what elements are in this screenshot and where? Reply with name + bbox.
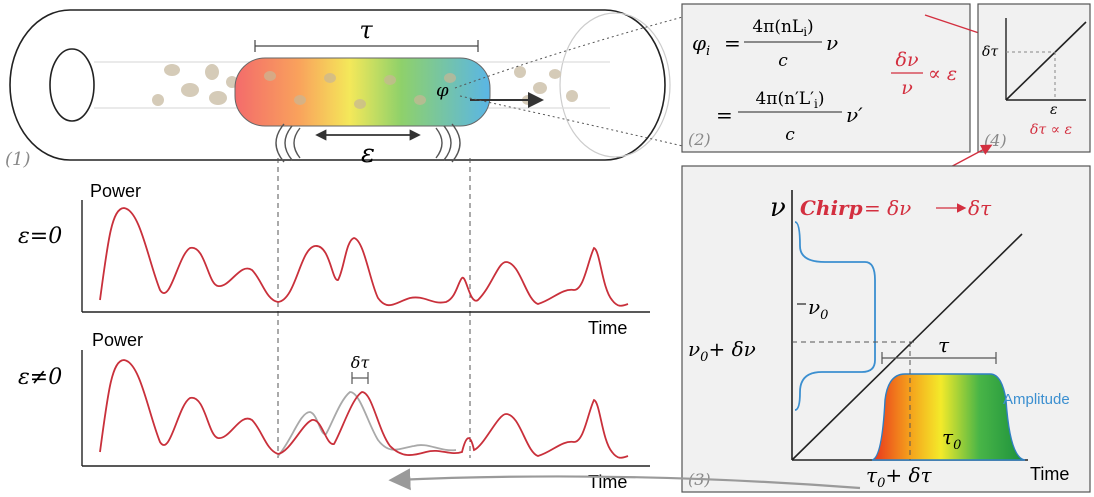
panel3-tau-label: τ	[938, 333, 950, 357]
feedback-arrow	[388, 468, 861, 491]
fiber-panel: τ φ ε (1)	[5, 9, 671, 170]
panel4-ylabel: δτ	[982, 44, 998, 60]
connector-bottom	[459, 95, 701, 151]
equation-panel: φi = 4π(nLi) c ν = 4π(n′L′i) c ν′ δν ν ∝…	[681, 3, 971, 153]
chirp-line	[791, 233, 1023, 461]
power-label-bottom: Power	[92, 330, 143, 350]
tau-label: τ	[359, 16, 373, 44]
eq-lhs: φi	[692, 31, 710, 59]
chirp-result: δτ	[968, 196, 992, 220]
panel3-time-label: Time	[1030, 464, 1069, 484]
nu0-label: ν0	[808, 295, 828, 323]
panel4-xlabel: ε	[1050, 102, 1058, 118]
eq-sign-1: =	[724, 31, 741, 55]
pulse-scatterers	[264, 71, 456, 109]
power-trace-top	[99, 207, 629, 307]
delta-tau-label: δτ	[351, 353, 371, 372]
chirp-label: Chirp	[800, 196, 863, 220]
eq-var-2: ν′	[846, 103, 863, 127]
chirp-expr: = δν	[864, 196, 911, 220]
power-label-top: Power	[90, 181, 141, 201]
phi-label: φ	[436, 80, 449, 101]
plot-bottom: ε≠0 Power Time δτ	[18, 330, 650, 492]
fiber-far-end	[559, 12, 671, 158]
light-pulse	[234, 57, 491, 127]
panel4-relation: δτ ∝ ε	[1030, 122, 1072, 138]
eq-num-2: 4π(n′L′i)	[755, 89, 824, 111]
fiber-core-end	[49, 48, 95, 122]
amplitude-pulse	[871, 373, 1026, 461]
eq-var-1: ν	[826, 31, 838, 55]
ratio-den: ν	[901, 77, 913, 99]
time-label-top: Time	[588, 318, 627, 338]
linear-panel: δτ ε δτ ∝ ε (4)	[977, 3, 1091, 153]
time-label-bottom: Time	[588, 472, 627, 492]
eps-nonzero-label: ε≠0	[18, 365, 62, 390]
eps-zero-label: ε=0	[18, 224, 62, 249]
fiber-outline	[9, 9, 666, 161]
plot-top: ε=0 Power Time	[18, 181, 650, 338]
power-trace-shifted	[99, 359, 629, 459]
ratio-relation: ∝ ε	[928, 63, 957, 85]
nu-delta-label: ν0+ δν	[688, 337, 756, 365]
tau-delta-label: τ0+ δτ	[866, 463, 933, 491]
power-trace-original	[277, 391, 457, 457]
eq-num-1: 4π(nLi)	[752, 17, 813, 39]
panel-label-2: (2)	[688, 130, 711, 149]
chirp-panel: ν Time Chirp = δν δτ τ ν0 ν0+ δν τ0 τ0+ …	[681, 165, 1091, 493]
eq-den-2: c	[785, 125, 795, 145]
eq-sign-2: =	[716, 103, 733, 127]
eq-den-1: c	[778, 51, 788, 71]
spectrum-curve	[794, 221, 876, 411]
nu-axis-label: ν	[770, 193, 786, 223]
tau0-label: τ0	[942, 425, 961, 453]
connector-top	[454, 14, 691, 89]
strain-indicator	[275, 123, 461, 163]
amplitude-label: Amplitude	[1003, 391, 1070, 408]
panel-label-1: (1)	[5, 149, 31, 170]
ratio-num: δν	[896, 49, 919, 71]
epsilon-label: ε	[361, 139, 375, 169]
